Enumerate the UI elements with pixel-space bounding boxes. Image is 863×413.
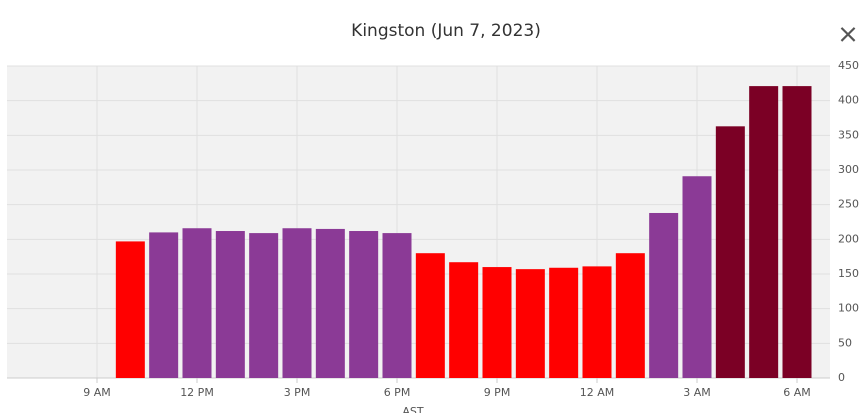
bar [515,269,545,378]
bar [749,86,779,379]
y-tick-label: 100 [838,302,859,315]
x-tick-label: 3 PM [284,386,311,399]
x-tick-label: 6 PM [384,386,411,399]
bar [215,231,245,378]
bar [149,232,179,378]
y-tick-label: 350 [838,128,859,141]
bar [615,253,645,378]
y-tick-label: 400 [838,94,859,107]
y-tick-label: 150 [838,267,859,280]
x-tick-label: 9 AM [83,386,111,399]
bar [315,228,345,378]
bar [382,233,412,378]
bar [582,266,612,378]
y-tick-label: 200 [838,232,859,245]
bar [249,233,279,378]
bar [449,262,479,378]
x-axis-title: AST [402,405,424,413]
chart-title: Kingston (Jun 7, 2023) [351,21,541,41]
bar [649,212,679,378]
x-tick-label: 6 AM [783,386,811,399]
y-tick-label: 450 [838,59,859,72]
bar [182,228,212,378]
x-tick-label: 12 PM [180,386,214,399]
x-tick-label: 9 PM [484,386,511,399]
bar [482,267,512,378]
bar [682,176,712,378]
y-tick-label: 50 [838,336,852,349]
bar [782,86,812,379]
bar [115,241,145,378]
y-tick-label: 250 [838,198,859,211]
bar [282,228,312,378]
y-tick-label: 300 [838,163,859,176]
bar [715,126,745,378]
bar [549,267,579,378]
x-tick-label: 3 AM [683,386,711,399]
x-tick-label: 12 AM [580,386,615,399]
close-button[interactable]: × [837,20,859,50]
y-tick-label: 0 [838,371,845,384]
bar [415,253,445,378]
bar [349,231,379,378]
